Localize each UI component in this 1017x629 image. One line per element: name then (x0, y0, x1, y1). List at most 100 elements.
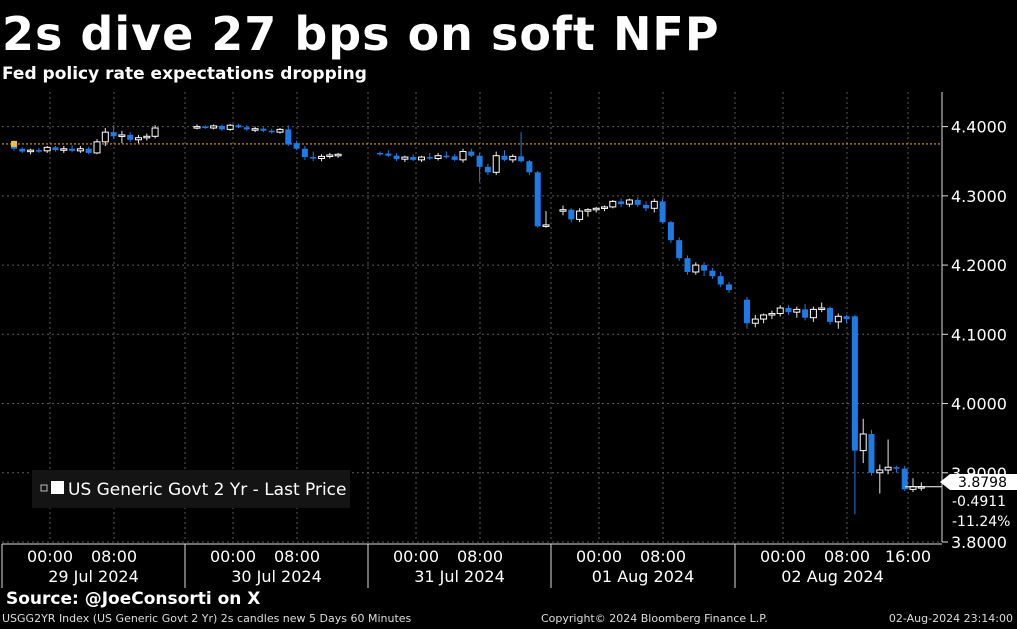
candle (876, 464, 884, 494)
candle-body (151, 127, 159, 137)
candle-body (818, 307, 826, 310)
candle (135, 134, 142, 144)
candle (110, 125, 117, 140)
x-time-label: 08:00 (457, 547, 503, 566)
x-date-label: 30 Jul 2024 (231, 567, 322, 586)
candle (326, 152, 334, 159)
candle (426, 152, 433, 160)
candle-body (377, 152, 383, 155)
candle (809, 306, 817, 322)
x-time-label: 08:00 (824, 547, 870, 566)
candle (143, 133, 151, 141)
candle (459, 148, 467, 163)
axis-layer: 4.40004.30004.20004.10004.00003.90003.80… (1, 92, 1007, 588)
candle (785, 305, 792, 315)
candle-body (276, 128, 284, 133)
candle-body (143, 135, 151, 139)
y-tick-label: 4.4000 (951, 118, 1007, 137)
candle (484, 164, 491, 176)
candle (60, 146, 68, 153)
candle-body (19, 148, 26, 152)
candle-body (884, 466, 892, 471)
candle-body (43, 146, 51, 152)
candle (334, 152, 342, 158)
candle-body (659, 201, 666, 223)
candle-body (834, 315, 842, 323)
y-tick-label: 4.1000 (951, 325, 1007, 344)
candle-body (426, 157, 433, 159)
candle (768, 310, 776, 320)
candle (709, 267, 716, 279)
legend-marker-icon (40, 484, 48, 492)
candle (744, 296, 750, 329)
candle-body (235, 125, 242, 128)
candle (609, 200, 617, 209)
candle (625, 198, 633, 207)
candle (492, 151, 500, 176)
candle (592, 206, 600, 213)
candle-body (69, 148, 76, 151)
candle-body (760, 314, 768, 320)
candle-body (717, 276, 724, 285)
candle-body (851, 316, 858, 451)
candle-body (509, 155, 517, 161)
candle-body (618, 201, 625, 205)
candle (69, 145, 76, 153)
candle-body (251, 128, 259, 131)
candle-body (893, 467, 900, 469)
candle (526, 159, 533, 176)
candle (27, 148, 35, 155)
candle (377, 151, 383, 156)
candle-body (443, 155, 450, 158)
candle (650, 198, 658, 213)
last-price-box: 3.8798 -0.4911 -11.24% (940, 474, 1017, 530)
candle (76, 146, 84, 153)
candle (85, 146, 92, 155)
last-price-tag (940, 474, 1017, 490)
candle (443, 151, 450, 159)
candle-body (393, 155, 400, 160)
candle-body (410, 157, 417, 160)
x-time-label: 00:00 (393, 547, 439, 566)
candle (509, 154, 517, 163)
candle-body (118, 134, 126, 137)
candle (643, 201, 649, 212)
candle (127, 132, 134, 142)
x-date-label: 01 Aug 2024 (592, 567, 695, 586)
y-tick-label: 3.8000 (951, 533, 1007, 552)
candle (843, 314, 850, 324)
candle-body (526, 161, 533, 173)
candle-body (692, 264, 700, 273)
candle-body (334, 153, 342, 157)
candle (667, 220, 674, 243)
last-pct-bg (950, 511, 1017, 528)
candle-body (459, 151, 467, 161)
candle (802, 303, 809, 321)
candle (884, 439, 892, 475)
candle-body (326, 154, 334, 157)
candle-body (293, 143, 300, 149)
candle-body (676, 240, 683, 259)
candle (235, 123, 242, 128)
source-credit: Source: @JoeConsorti on X (6, 589, 261, 609)
candle (410, 154, 417, 162)
candle-body (701, 265, 708, 271)
candle (584, 208, 592, 217)
candle-body (492, 155, 500, 173)
candle-body (568, 209, 575, 220)
candle-body (52, 147, 59, 151)
candle (218, 124, 225, 131)
x-date-label: 02 Aug 2024 (781, 567, 884, 586)
legend-label: US Generic Govt 2 Yr - Last Price (68, 480, 347, 500)
candle-body (476, 155, 483, 167)
candle-layer (11, 123, 942, 515)
candle (760, 313, 768, 324)
candle-body (85, 148, 92, 153)
candle (518, 132, 525, 163)
candle-body (76, 148, 84, 152)
chart-subtitle: Fed policy rate expectations dropping (2, 64, 367, 84)
candle-body (744, 299, 750, 324)
x-time-label: 00:00 (576, 547, 622, 566)
candle (827, 306, 833, 325)
candle-body (35, 150, 42, 152)
